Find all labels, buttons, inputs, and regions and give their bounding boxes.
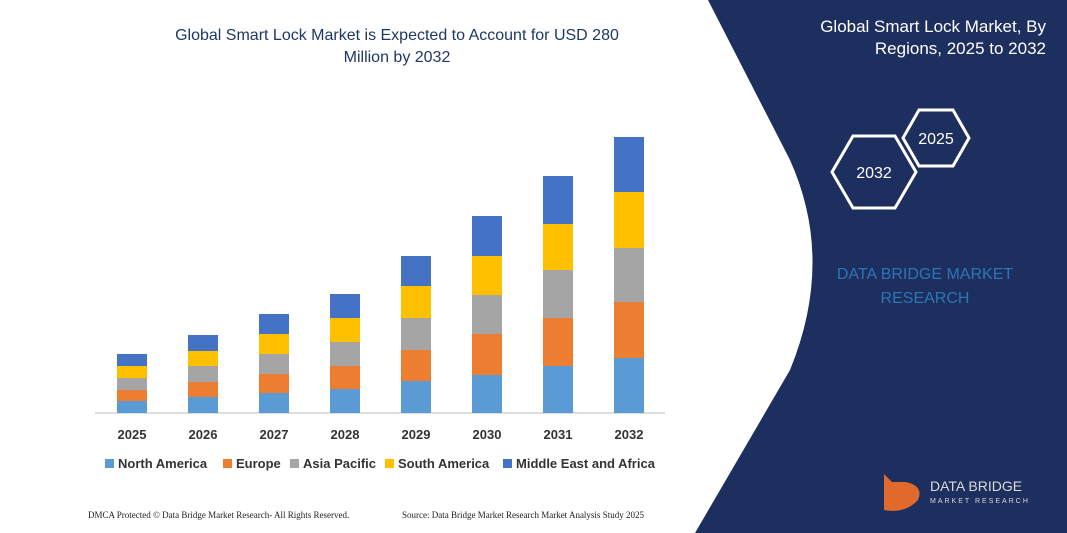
bar-segment [472,216,502,256]
bar-segment [614,192,644,248]
legend-label: South America [398,456,490,471]
bar-segment [543,224,573,270]
logo-subtext: MARKET RESEARCH [930,498,1030,505]
bar-segment [543,366,573,413]
side-panel [695,0,1067,533]
bar-segment [543,270,573,318]
bar-segment [472,295,502,334]
bar-segment [472,375,502,413]
bar-segment [117,378,147,390]
bar-segment [614,137,644,192]
logo-mark [884,474,920,511]
hex-label: 2032 [856,165,892,182]
bar-segment [401,318,431,350]
bar-segment [188,366,218,382]
bar-segment [188,351,218,366]
x-tick-label: 2028 [331,427,360,442]
bar-segment [259,334,289,354]
bar-segment [330,389,360,413]
bar-segment [188,335,218,351]
bar-segment [401,350,431,381]
legend-label: Europe [236,456,281,471]
x-tick-label: 2027 [260,427,289,442]
bar-segment [259,314,289,334]
bar-segment [117,354,147,366]
hexagon [830,134,918,210]
bar-segment [401,286,431,318]
bar-segment [614,302,644,358]
brand-text: DATA BRIDGE MARKET RESEARCH [837,266,1014,307]
bar-segment [472,334,502,375]
hexagon [901,108,971,168]
legend-label: North America [118,456,208,471]
bar-segment [330,366,360,389]
bar-segment [472,256,502,295]
footer-text: Source: Data Bridge Market Research Mark… [402,510,644,520]
footer-text: DMCA Protected © Data Bridge Market Rese… [88,510,349,520]
bar-segment [330,318,360,342]
bar-segment [543,176,573,224]
legend-swatch [385,459,394,468]
bar-segment [401,256,431,286]
x-tick-label: 2030 [473,427,502,442]
bar-segment [117,401,147,413]
logo-text: DATA BRIDGE [930,478,1022,494]
hex-label: 2025 [918,131,954,148]
bar-segment [259,354,289,374]
legend-swatch [290,459,299,468]
bar-segment [188,397,218,413]
legend-swatch [105,459,114,468]
bar-segment [117,390,147,401]
chart-title: Global Smart Lock Market is Expected to … [175,27,619,66]
bar-segment [259,374,289,393]
bar-segment [614,248,644,302]
bar-segment [543,318,573,366]
bar-segment [188,382,218,397]
bar-segment [259,393,289,413]
bar-segment [330,342,360,366]
legend-label: Asia Pacific [303,456,376,471]
x-tick-label: 2031 [544,427,573,442]
x-tick-label: 2032 [615,427,644,442]
bar-segment [401,381,431,413]
panel-title: Global Smart Lock Market, By Regions, 202… [820,17,1046,58]
x-tick-label: 2025 [118,427,147,442]
x-tick-label: 2026 [189,427,218,442]
legend-swatch [503,459,512,468]
legend-swatch [223,459,232,468]
bar-segment [117,366,147,378]
bar-segment [614,358,644,413]
bar-segment [330,294,360,318]
legend-label: Middle East and Africa [516,456,656,471]
x-tick-label: 2029 [402,427,431,442]
